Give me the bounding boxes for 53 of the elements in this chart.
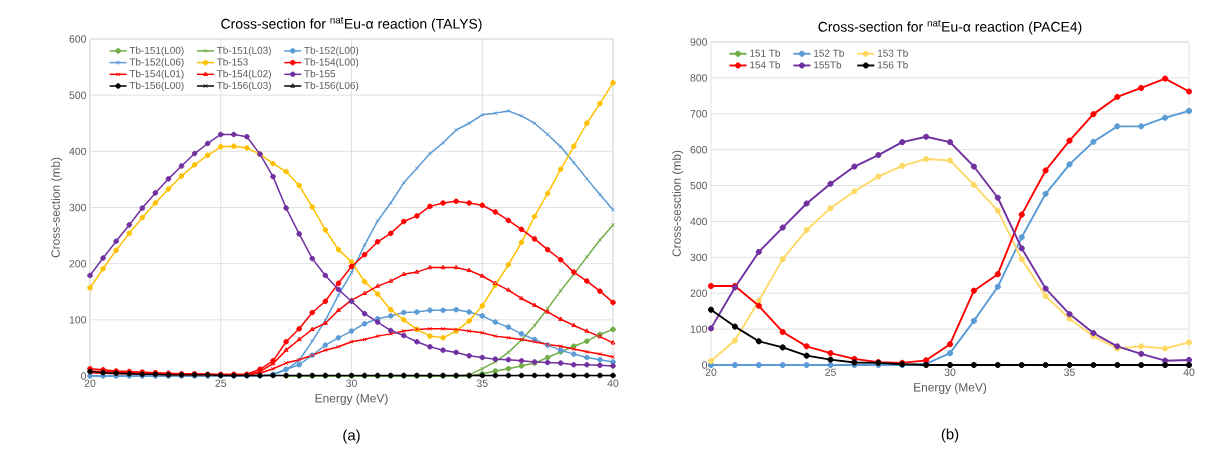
y-tick-label: 300 — [69, 203, 87, 212]
y-tick-label: 100 — [690, 325, 708, 333]
legend-label: 154 Tb — [750, 61, 781, 69]
legend-label: 151 Tb — [750, 49, 781, 57]
text: (b) — [941, 428, 959, 443]
y-tick-label: 900 — [690, 38, 708, 46]
x-tick-label: 35 — [1064, 368, 1075, 376]
y-axis-title: Cross-sesction (mb) — [672, 150, 684, 257]
y-tick-label: 600 — [690, 145, 708, 154]
y-tick-label: 200 — [690, 289, 708, 297]
x-tick-label: 25 — [825, 368, 836, 376]
legend-label: 156 Tb — [878, 61, 908, 69]
y-tick-label: 0 — [81, 372, 87, 380]
x-axis-title: Energy (MeV) — [914, 382, 987, 394]
legend-label: 153 Tb — [878, 49, 908, 57]
x-tick-label: 25 — [215, 379, 227, 387]
y-tick-label: 800 — [690, 74, 708, 82]
legend-label: Tb-151(L00) — [129, 46, 184, 56]
y-tick-label: 600 — [69, 35, 87, 43]
x-tick-label: 30 — [346, 379, 357, 387]
text: (a) — [343, 429, 360, 444]
x-tick-label: 30 — [944, 368, 956, 376]
legend-label: Tb-154(L00) — [304, 58, 359, 68]
legend-label: Tb-153 — [216, 58, 248, 66]
legend-label: Tb-152(L00) — [304, 46, 359, 56]
y-tick-label: 300 — [690, 253, 708, 262]
y-tick-label: 500 — [690, 181, 708, 190]
y-axis-title: Cross-section (mb) — [51, 157, 63, 258]
legend-label: Tb-154(L02) — [216, 69, 271, 80]
legend-label: Tb-151(L03) — [216, 46, 271, 56]
y-tick-label: 500 — [69, 91, 87, 99]
legend-label: 155Tb — [814, 61, 842, 69]
legend-label: Tb-154(L01) — [129, 69, 184, 80]
chart-title: Cross-section for $^{nat}$Eu-α reaction (PACE4) — [818, 20, 1082, 35]
x-tick-label: 20 — [705, 368, 717, 376]
x-tick-label: 20 — [84, 379, 96, 387]
legend-label: Tb-155 — [304, 69, 336, 78]
chart-title: Cross-section for $^{nat}$Eu-α reaction (TALYS) — [221, 17, 482, 32]
y-tick-label: 100 — [69, 316, 87, 324]
y-tick-label: 700 — [690, 110, 708, 118]
y-tick-label: 400 — [690, 217, 708, 226]
y-tick-label: 200 — [69, 259, 87, 268]
legend-label: Tb-152(L06) — [129, 58, 184, 68]
legend-label: Tb-156(L03) — [216, 81, 271, 91]
legend-label: Tb-156(L00) — [129, 81, 184, 91]
x-tick-label: 40 — [1183, 368, 1195, 376]
x-tick-label: 40 — [607, 379, 619, 387]
y-tick-label: 400 — [69, 147, 87, 156]
x-tick-label: 35 — [476, 379, 488, 387]
x-axis-title: Energy (MeV) — [315, 393, 388, 405]
legend-label: Tb-156(L06) — [304, 81, 359, 91]
legend-label: 152 Tb — [814, 49, 844, 57]
y-tick-label: 0 — [702, 361, 708, 369]
